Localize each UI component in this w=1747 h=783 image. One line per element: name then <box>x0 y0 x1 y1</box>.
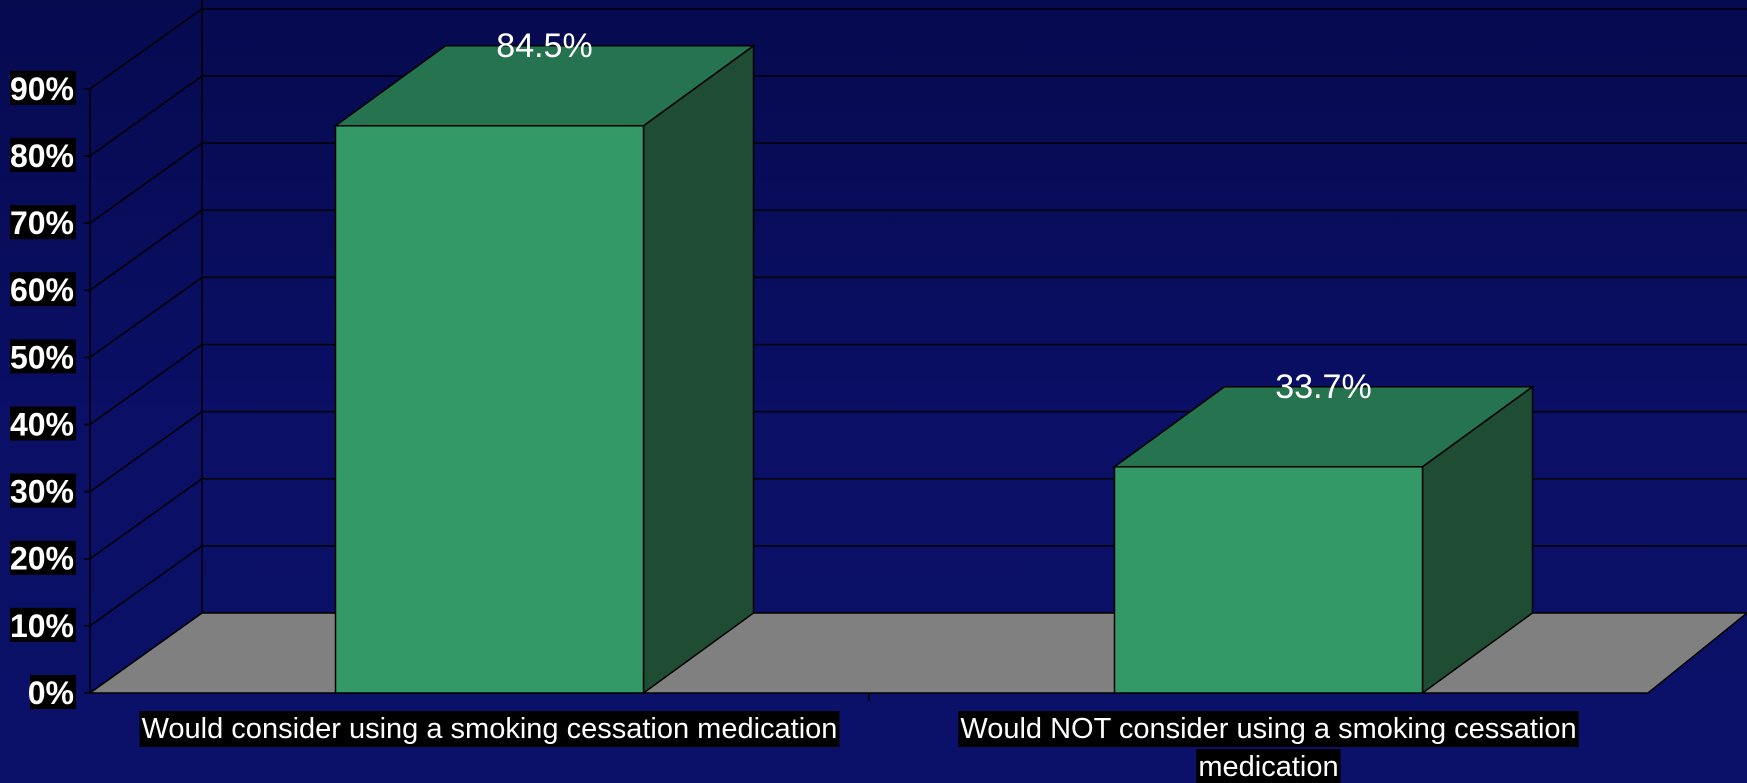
y-tick-bg <box>10 70 76 105</box>
side-wall-gridline <box>89 410 203 493</box>
category-label: medication <box>1198 751 1338 783</box>
y-tick-bg <box>10 406 76 441</box>
side-wall-gridline <box>89 276 203 358</box>
y-tick-bg <box>10 205 76 240</box>
y-tick-bg <box>10 339 76 374</box>
y-tick-label: 90% <box>10 71 74 107</box>
y-tick-label: 20% <box>10 541 74 577</box>
y-tick-label: 60% <box>10 272 74 308</box>
bars: 84.5% 33.7% <box>333 27 1535 695</box>
y-axis-ticks: 0% 10% 20% 30% 40% 50% 60% 70% 80% 90% <box>10 70 90 711</box>
bar-front-face <box>334 125 645 694</box>
side-wall-gridline <box>89 478 203 560</box>
y-tick-label: 10% <box>10 608 74 644</box>
data-label: 33.7% <box>1275 368 1371 406</box>
side-wall-gridline <box>89 343 203 426</box>
bar-1: 84.5% <box>333 27 756 695</box>
y-tick-bg <box>10 473 76 508</box>
side-wall-gridline <box>89 8 203 90</box>
y-tick-label: 80% <box>10 138 74 174</box>
side-wall-gridline <box>89 142 203 224</box>
side-wall-gridline <box>89 545 203 627</box>
side-wall-gridline <box>89 75 203 157</box>
y-tick-label: 70% <box>10 205 74 241</box>
bar-front-face <box>1113 466 1424 694</box>
category-label: Would consider using a smoking cessation… <box>142 713 838 745</box>
y-tick-bg <box>10 137 76 172</box>
x-axis-labels: Would consider using a smoking cessation… <box>139 711 1579 783</box>
category-label-bg <box>1196 749 1341 783</box>
category-label-bg <box>958 711 1579 747</box>
y-tick-bg <box>10 540 76 575</box>
category-label: Would NOT consider using a smoking cessa… <box>960 713 1576 745</box>
y-tick-label: 40% <box>10 406 74 442</box>
y-tick-label: 50% <box>10 339 74 375</box>
y-tick-label: 0% <box>28 675 74 711</box>
y-tick-label: 30% <box>10 474 74 510</box>
side-wall-gridline <box>89 209 203 291</box>
bar-2: 33.7% <box>1112 368 1535 695</box>
data-label: 84.5% <box>496 27 592 65</box>
y-tick-bg <box>10 272 76 307</box>
y-tick-bg <box>30 675 76 709</box>
y-tick-bg <box>10 607 76 642</box>
category-label-bg <box>139 711 840 747</box>
bar-side-face <box>642 44 755 695</box>
